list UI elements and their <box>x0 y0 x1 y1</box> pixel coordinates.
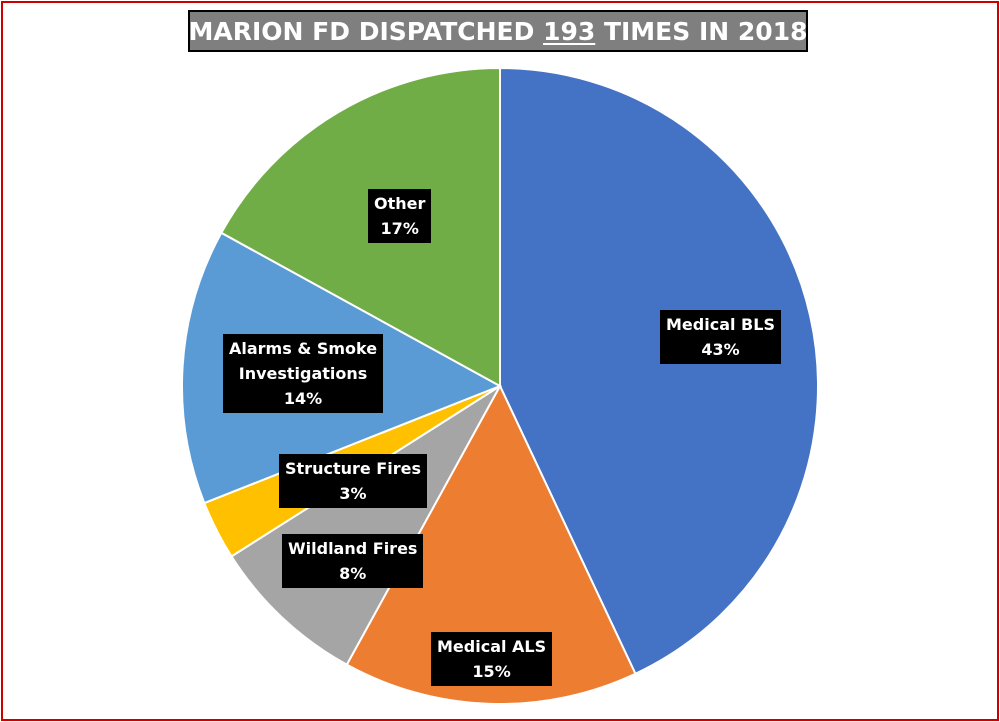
slice-label-wildland-fires: Wildland Fires 8% <box>282 534 424 588</box>
title-prefix: MARION FD DISPATCHED <box>188 16 544 46</box>
pie-slice-medical-bls <box>499 66 819 676</box>
title-suffix: TIMES IN 2018 <box>595 16 808 46</box>
slice-name: Investigations <box>238 364 368 383</box>
slice-percent: 43% <box>701 340 740 359</box>
slice-name: Alarms & Smoke <box>229 339 378 358</box>
slice-name: Medical ALS <box>437 637 547 656</box>
slice-name: Structure Fires <box>285 459 421 478</box>
slice-name: Other <box>374 194 426 213</box>
slice-percent: 3% <box>339 484 367 503</box>
slice-name: Medical BLS <box>666 315 775 334</box>
pie-slice-other <box>219 66 501 388</box>
pie-slice-wildland-fires <box>230 385 501 667</box>
title-count: 193 <box>543 16 596 46</box>
slice-name: Wildland Fires <box>288 539 418 558</box>
slice-percent: 17% <box>380 219 419 238</box>
slice-percent: 8% <box>339 564 367 583</box>
slice-label-other: Other 17% <box>368 189 432 243</box>
slice-percent: 14% <box>283 389 323 408</box>
slice-percent: 15% <box>472 662 511 681</box>
slice-label-medical-als: Medical ALS 15% <box>431 632 553 686</box>
pie-slice-medical-als <box>345 383 637 705</box>
slice-label-alarms-smoke-investigations: Alarms & Smoke Investigations 14% <box>223 334 384 413</box>
chart-title: MARION FD DISPATCHED 193 TIMES IN 2018 <box>188 10 808 52</box>
slice-label-structure-fires: Structure Fires 3% <box>279 454 427 508</box>
slice-label-medical-bls: Medical BLS 43% <box>660 310 781 364</box>
